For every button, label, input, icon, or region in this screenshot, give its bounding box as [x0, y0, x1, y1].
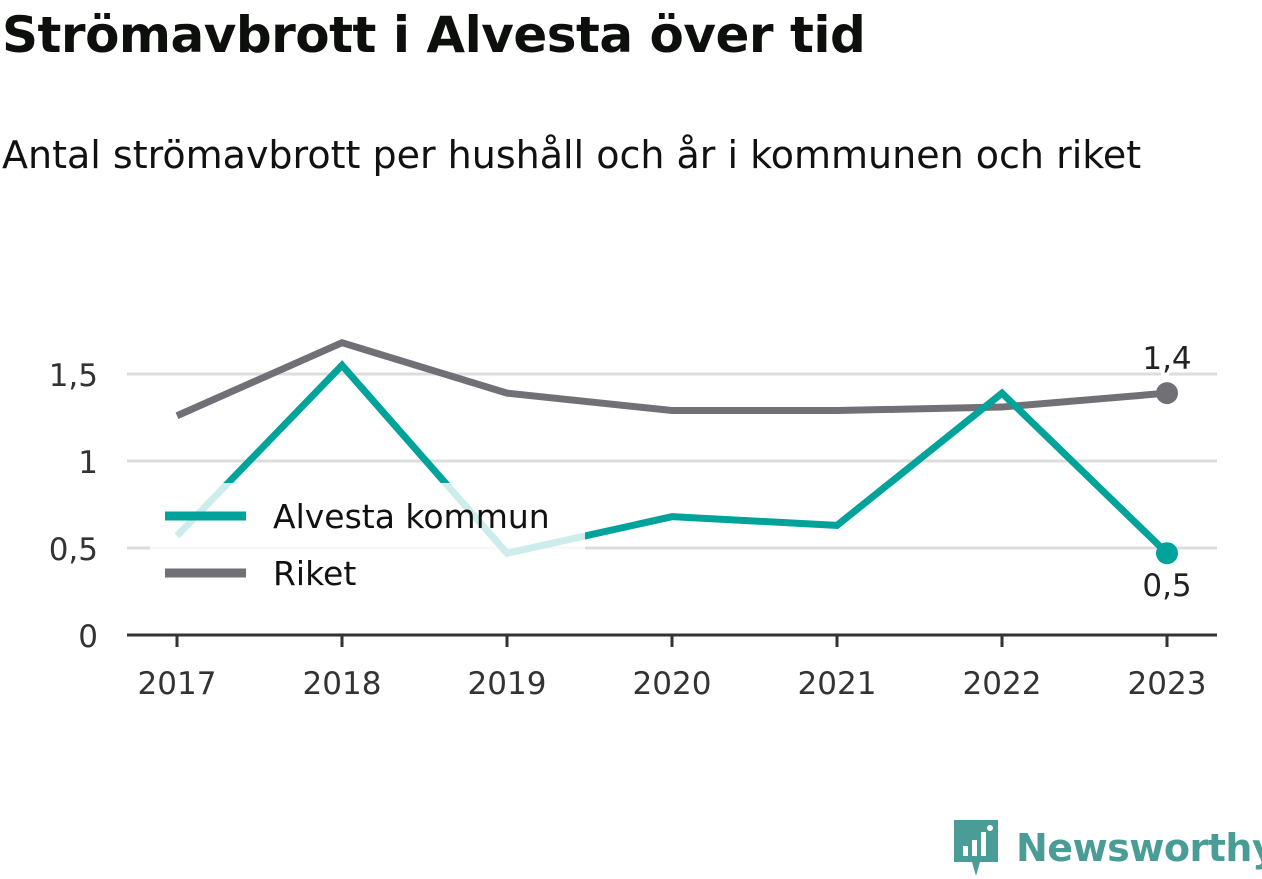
y-tick-label: 0,5 — [49, 532, 98, 568]
legend-label: Alvesta kommun — [273, 497, 550, 536]
legend-background — [150, 483, 585, 606]
x-tick-label: 2021 — [798, 666, 877, 702]
end-labels: 1,4 0,5 — [1139, 338, 1194, 607]
series-end-point — [1156, 542, 1178, 565]
legend: Alvesta kommun Riket — [150, 483, 585, 606]
end-label-alvesta: 0,5 — [1142, 568, 1191, 604]
x-tick-label: 2022 — [963, 666, 1042, 702]
chart-subtitle: Antal strömavbrott per hushåll och år i … — [2, 133, 1142, 177]
brand-logo: Newsworthy — [950, 818, 1262, 878]
y-tick-label: 1 — [78, 445, 98, 481]
series-lines — [174, 338, 1178, 565]
series-line — [175, 338, 1168, 419]
legend-label: Riket — [273, 554, 356, 593]
x-tick-label: 2023 — [1128, 666, 1207, 702]
y-tick-label: 1,5 — [49, 358, 98, 394]
newsworthy-logo-icon — [954, 820, 998, 876]
x-tick-label: 2018 — [303, 666, 382, 702]
x-tick-label: 2017 — [138, 666, 217, 702]
x-axis: 2017 2018 2019 2020 2021 2022 2023 — [127, 633, 1217, 702]
x-tick-label: 2020 — [633, 666, 712, 702]
chart-title: Strömavbrott i Alvesta över tid — [2, 6, 866, 64]
series-line — [174, 360, 1170, 558]
x-tick-label: 2019 — [468, 666, 547, 702]
y-axis-ticks: 0 0,5 1 1,5 — [49, 358, 98, 655]
y-tick-label: 0 — [78, 619, 98, 655]
series-end-point — [1156, 382, 1178, 405]
end-label-riket: 1,4 — [1142, 341, 1191, 377]
brand-name: Newsworthy — [1016, 826, 1262, 870]
